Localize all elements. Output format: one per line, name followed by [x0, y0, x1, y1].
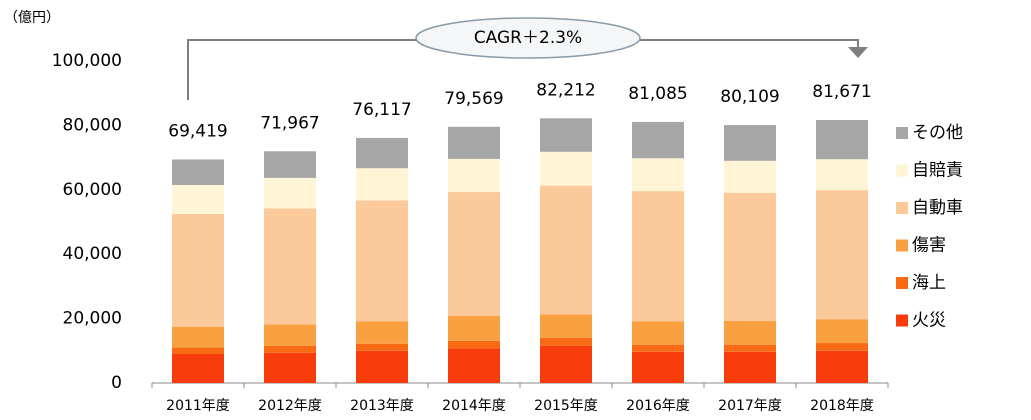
bar-segment [724, 351, 776, 383]
y-tick-label: 20,000 [63, 309, 122, 329]
y-tick-label: 40,000 [63, 244, 122, 264]
cagr-bubble [415, 17, 641, 59]
y-tick-label: 0 [111, 373, 122, 393]
bar-segment [540, 151, 592, 186]
bar-segment [540, 185, 592, 315]
bar-segment [264, 345, 316, 353]
total-label: 79,569 [444, 89, 503, 109]
unit-label: （億円） [4, 10, 60, 26]
bar-segment [264, 324, 316, 346]
legend-swatch [896, 239, 908, 252]
total-label: 81,085 [628, 84, 687, 104]
bar-segment [356, 350, 408, 383]
cagr-arrow [848, 47, 868, 58]
bar-segment [816, 190, 868, 320]
bar-segment [448, 348, 500, 383]
x-tick-label: 2014年度 [442, 398, 506, 414]
x-tick-label: 2017年度 [718, 398, 782, 414]
legend-label: 自賠責 [912, 161, 963, 181]
bar-segment [632, 351, 684, 383]
bar-segment [356, 321, 408, 344]
bar-segment [264, 151, 316, 178]
bar-segment [540, 345, 592, 383]
bar-segment [356, 137, 408, 169]
bar-segment [264, 352, 316, 383]
bar-segment [724, 125, 776, 161]
total-label: 81,671 [812, 82, 871, 102]
x-tick-label: 2011年度 [166, 398, 230, 414]
bar-segment [540, 337, 592, 346]
bar-segment [540, 314, 592, 338]
x-tick-label: 2018年度 [810, 398, 874, 414]
bar-segment [632, 191, 684, 322]
bar-segment [172, 354, 224, 383]
legend-swatch [896, 277, 908, 289]
y-tick-label: 60,000 [63, 180, 122, 200]
total-label: 71,967 [260, 113, 319, 133]
bar-segment [724, 320, 776, 345]
legend-label: 海上 [912, 273, 946, 293]
legend-label: その他 [912, 123, 963, 143]
legend-swatch [896, 127, 908, 139]
bar-segment [816, 120, 868, 160]
bar-segment [816, 350, 868, 383]
bar-segment [356, 168, 408, 201]
bar-segment [724, 192, 776, 321]
bar-segment [172, 347, 224, 355]
bar-segment [632, 344, 684, 352]
legend-label: 火災 [912, 311, 946, 331]
y-tick-label: 80,000 [63, 115, 122, 135]
bar-segment [448, 192, 500, 317]
bar-segment [724, 160, 776, 193]
bar-segment [816, 319, 868, 344]
bar-segment [172, 326, 224, 348]
bar-segment [448, 340, 500, 349]
legend-label: 傷害 [912, 236, 946, 256]
bar-segment [632, 321, 684, 345]
legend-swatch [896, 314, 908, 327]
total-label: 69,419 [168, 121, 227, 141]
total-label: 82,212 [536, 80, 595, 100]
bar-segment [172, 184, 224, 214]
cagr-label: CAGR＋2.3% [474, 28, 582, 48]
total-label: 76,117 [352, 100, 411, 120]
bar-segment [172, 159, 224, 185]
bar-segment [264, 177, 316, 209]
bar-segment [356, 343, 408, 351]
bar-segment [448, 158, 500, 193]
x-tick-label: 2012年度 [258, 398, 322, 414]
bar-segment [724, 344, 776, 352]
legend-swatch [896, 164, 908, 177]
legend-label: 自動車 [912, 198, 963, 218]
bar-segment [816, 343, 868, 351]
x-tick-label: 2013年度 [350, 398, 414, 414]
x-tick-label: 2015年度 [534, 398, 598, 414]
bar-segment [540, 118, 592, 152]
legend-swatch [896, 202, 908, 214]
y-tick-label: 100,000 [52, 51, 122, 71]
bar-segment [632, 158, 684, 192]
bar-segment [356, 200, 408, 322]
x-tick-label: 2016年度 [626, 398, 690, 414]
bar-segment [264, 208, 316, 325]
bar-segment [448, 126, 500, 159]
bar-segment [172, 213, 224, 327]
total-label: 80,109 [720, 87, 779, 107]
bar-segment [448, 316, 500, 341]
bar-segment [632, 121, 684, 159]
bar-segment [816, 159, 868, 191]
